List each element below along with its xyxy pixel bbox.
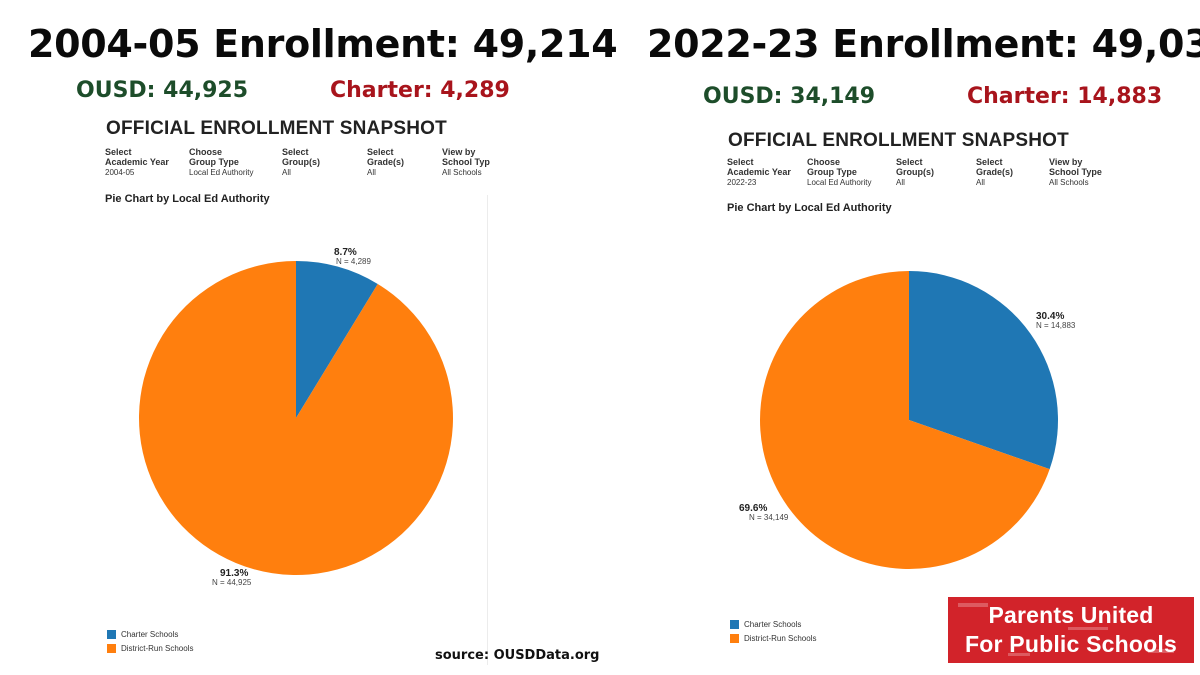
filter-value: All bbox=[896, 178, 905, 187]
pie-n-label-charter: N = 14,883 bbox=[1036, 321, 1076, 330]
parents-united-logo: Parents United For Public Schools bbox=[948, 597, 1194, 663]
filter-value: All bbox=[367, 168, 376, 177]
chart-frame-line bbox=[487, 195, 488, 665]
pie-n-label-district: N = 34,149 bbox=[749, 513, 789, 522]
ousd-count-2004-05: OUSD: 44,925 bbox=[76, 78, 249, 103]
filter-value: Local Ed Authority bbox=[189, 168, 254, 177]
ousd-count-2022-23: OUSD: 34,149 bbox=[703, 84, 876, 109]
filter-label: Select Academic Year bbox=[105, 147, 169, 167]
filter-value: All Schools bbox=[442, 168, 482, 177]
filter-groups[interactable]: Select Group(s) All bbox=[896, 157, 934, 188]
pie-pct-label-charter: 30.4% bbox=[1036, 311, 1064, 322]
filter-group-type[interactable]: Choose Group Type Local Ed Authority bbox=[189, 147, 253, 178]
legend-label: District-Run Schools bbox=[121, 644, 194, 653]
filter-school-type[interactable]: View by School Type All Schools bbox=[1049, 157, 1102, 188]
filter-groups[interactable]: Select Group(s) All bbox=[282, 147, 320, 178]
filter-value: All bbox=[976, 178, 985, 187]
filter-value: 2022-23 bbox=[727, 178, 757, 187]
source-caption: source: OUSDData.org bbox=[435, 648, 600, 663]
headline-2022-23: 2022-23 Enrollment: 49,032 bbox=[647, 22, 1200, 66]
filter-grades[interactable]: Select Grade(s) All bbox=[976, 157, 1013, 188]
filter-label: View by School Typ bbox=[442, 147, 490, 167]
pie-n-label-charter: N = 4,289 bbox=[336, 257, 371, 266]
logo-texture bbox=[958, 603, 1174, 656]
filter-group-type[interactable]: Choose Group Type Local Ed Authority bbox=[807, 157, 871, 188]
pie-chart-2004-05: 8.7% N = 4,289 91.3% N = 44,925 bbox=[138, 247, 453, 587]
headline-2004-05: 2004-05 Enrollment: 49,214 bbox=[28, 22, 618, 66]
snapshot-title: OFFICIAL ENROLLMENT SNAPSHOT bbox=[106, 118, 447, 139]
legend-swatch-charter bbox=[107, 630, 116, 639]
legend-swatch-district bbox=[107, 644, 116, 653]
pie-slice-district-2022-23[interactable] bbox=[760, 271, 1050, 569]
chart-subtitle: Pie Chart by Local Ed Authority bbox=[105, 193, 270, 205]
filter-school-type[interactable]: View by School Typ All Schools bbox=[442, 147, 490, 178]
chart-subtitle: Pie Chart by Local Ed Authority bbox=[727, 202, 892, 214]
filter-academic-year[interactable]: Select Academic Year 2022-23 bbox=[727, 157, 791, 188]
legend-item-district[interactable]: District-Run Schools bbox=[107, 644, 193, 653]
filter-value: Local Ed Authority bbox=[807, 178, 872, 187]
legend-item-charter[interactable]: Charter Schools bbox=[107, 630, 178, 639]
pie-slice-charter-2022-23[interactable] bbox=[909, 271, 1059, 470]
filter-academic-year[interactable]: Select Academic Year 2004-05 bbox=[105, 147, 169, 178]
legend-label: Charter Schools bbox=[121, 630, 179, 639]
filter-label: Select Group(s) bbox=[896, 157, 934, 177]
legend-item-charter[interactable]: Charter Schools bbox=[730, 620, 801, 629]
filter-label: Select Grade(s) bbox=[976, 157, 1014, 177]
pie-slice-district-2004-05[interactable] bbox=[138, 261, 453, 575]
snapshot-title: OFFICIAL ENROLLMENT SNAPSHOT bbox=[728, 130, 1069, 151]
filter-value: All bbox=[282, 168, 291, 177]
pie-chart-2022-23: 30.4% N = 14,883 69.6% N = 34,149 bbox=[739, 271, 1076, 569]
legend-swatch-district bbox=[730, 634, 739, 643]
pie-slice-charter-2004-05[interactable] bbox=[296, 261, 378, 418]
filter-label: Select Group(s) bbox=[282, 147, 320, 167]
filter-label: Choose Group Type bbox=[807, 157, 857, 177]
logo-line-2: For Public Schools bbox=[965, 631, 1177, 657]
charter-count-2022-23: Charter: 14,883 bbox=[967, 84, 1163, 109]
filter-label: Choose Group Type bbox=[189, 147, 239, 167]
pie-pct-label-district: 69.6% bbox=[739, 503, 767, 514]
panel-2004-05: 2004-05 Enrollment: 49,214 OUSD: 44,925 … bbox=[28, 22, 618, 665]
legend-swatch-charter bbox=[730, 620, 739, 629]
pie-pct-label-charter: 8.7% bbox=[334, 247, 357, 258]
legend-label: Charter Schools bbox=[744, 620, 802, 629]
panel-2022-23: 2022-23 Enrollment: 49,032 OUSD: 34,149 … bbox=[600, 0, 1200, 675]
filter-label: Select Grade(s) bbox=[367, 147, 405, 167]
legend-label: District-Run Schools bbox=[744, 634, 817, 643]
pie-pct-label-district: 91.3% bbox=[220, 568, 248, 579]
filter-label: View by School Type bbox=[1049, 157, 1102, 177]
filter-label: Select Academic Year bbox=[727, 157, 791, 177]
logo-line-1: Parents United bbox=[988, 602, 1154, 628]
pie-n-label-district: N = 44,925 bbox=[212, 578, 252, 587]
charter-count-2004-05: Charter: 4,289 bbox=[330, 78, 510, 103]
legend-item-district[interactable]: District-Run Schools bbox=[730, 634, 816, 643]
filter-grades[interactable]: Select Grade(s) All bbox=[367, 147, 404, 178]
filter-value: All Schools bbox=[1049, 178, 1089, 187]
filter-value: 2004-05 bbox=[105, 168, 135, 177]
